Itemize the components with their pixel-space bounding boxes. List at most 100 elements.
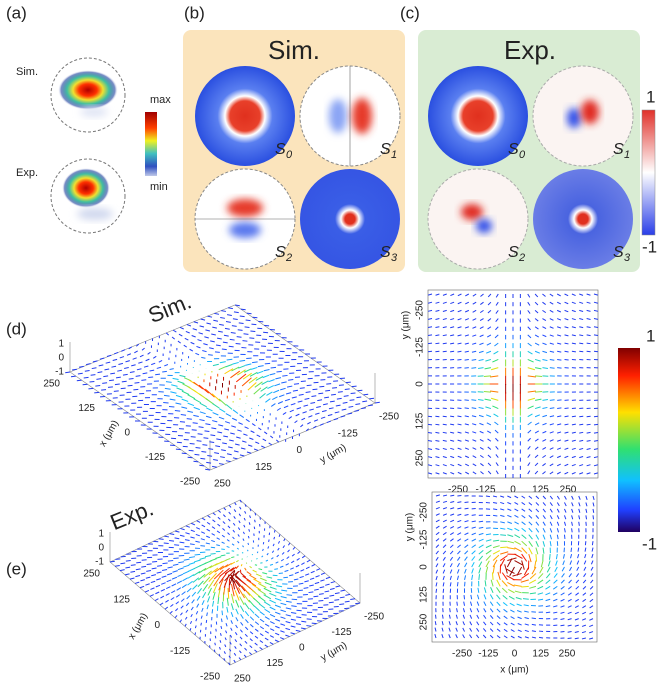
vector-arrow	[236, 625, 238, 628]
vector-arrow	[350, 400, 355, 401]
vector-arrow	[358, 390, 363, 391]
vector-arrow	[291, 403, 296, 404]
vector-arrow	[457, 582, 458, 586]
vector-arrow	[300, 388, 305, 389]
stokes-index: 1	[391, 149, 397, 161]
vector-arrow	[240, 637, 242, 639]
vector-arrow	[249, 575, 256, 579]
vector-arrow	[307, 560, 310, 562]
vector-arrow	[250, 639, 253, 641]
vector-arrow	[224, 429, 229, 430]
vector-arrow	[78, 373, 83, 374]
vector-arrow	[217, 538, 220, 540]
vector-arrow	[593, 515, 594, 519]
vector-arrow	[263, 375, 269, 377]
z-tick-label: 1	[98, 529, 104, 540]
panel-b: (b) Sim.	[183, 3, 405, 272]
vector-arrow	[227, 607, 228, 613]
stokes-index: 3	[391, 252, 398, 264]
vector-arrow	[140, 355, 144, 357]
vector-arrow	[221, 450, 226, 451]
vector-arrow	[316, 576, 320, 577]
vector-arrow	[313, 389, 318, 390]
vector-arrow	[286, 622, 291, 623]
vector-arrow	[170, 369, 174, 370]
vector-arrow	[226, 322, 231, 323]
vector-arrow	[202, 518, 205, 520]
vector-arrow	[267, 577, 273, 578]
vector-arrow	[178, 341, 181, 343]
vector-arrow	[145, 584, 149, 585]
vector-arrow	[210, 559, 217, 561]
x-tick-label: 250	[559, 649, 576, 660]
vector-arrow	[265, 638, 268, 640]
vector-arrow	[345, 594, 350, 595]
vector-arrow	[284, 539, 285, 541]
vector-arrow	[148, 377, 153, 378]
vector-arrow	[113, 359, 117, 360]
vector-arrow	[161, 583, 165, 585]
vector-arrow	[114, 352, 118, 353]
vector-arrow	[131, 565, 136, 566]
vector-arrow	[188, 457, 193, 458]
vector-arrow	[254, 388, 261, 394]
vector-arrow	[331, 394, 336, 395]
vector-arrow	[435, 615, 436, 619]
vector-arrow	[325, 390, 330, 391]
vector-arrow	[213, 364, 219, 365]
vector-arrow	[254, 449, 258, 450]
y-tick-label: 250	[214, 479, 231, 490]
vector-arrow	[190, 537, 194, 538]
vector-arrow	[535, 376, 542, 377]
vector-arrow	[171, 591, 175, 593]
vector-arrow	[223, 522, 225, 524]
vector-arrow	[244, 525, 245, 527]
vector-arrow	[238, 330, 243, 331]
vector-arrow	[486, 496, 490, 497]
vector-arrow	[175, 609, 177, 611]
vector-arrow	[269, 540, 270, 542]
vector-arrow	[236, 609, 238, 614]
vector-arrow	[190, 349, 193, 351]
vector-arrow	[160, 596, 164, 598]
vector-arrow	[220, 362, 226, 363]
vector-arrow	[141, 566, 146, 567]
y-tick-label: 125	[415, 412, 426, 429]
vector-arrow	[471, 400, 476, 401]
vector-arrow	[227, 454, 232, 455]
vector-arrow	[199, 427, 204, 428]
vector-arrow	[225, 328, 230, 329]
vector-arrow	[167, 580, 172, 582]
vector-arrow	[274, 530, 275, 532]
vector-arrow	[107, 355, 111, 356]
vector-arrow	[231, 557, 234, 558]
vector-arrow	[195, 541, 199, 542]
vector-arrow	[217, 432, 222, 433]
vector-arrow	[330, 401, 335, 402]
vector-arrow	[134, 383, 139, 384]
vector-arrow	[110, 373, 115, 374]
vector-arrow	[120, 563, 125, 564]
vector-arrow	[186, 526, 190, 527]
colorbar-label: -1	[642, 237, 657, 256]
vector-arrow	[300, 576, 304, 577]
vector-arrow	[200, 558, 206, 560]
vector-arrow	[572, 351, 576, 352]
vector-arrow	[85, 371, 90, 372]
vector-arrow	[206, 408, 212, 411]
vector-arrow	[130, 578, 134, 579]
vector-arrow	[162, 371, 167, 372]
vector-arrow	[241, 614, 244, 618]
vector-arrow	[122, 381, 127, 382]
x-tick-label: 250	[83, 569, 100, 580]
vector-arrow	[345, 389, 350, 390]
vector-arrow	[249, 529, 250, 531]
vector-arrow	[265, 582, 272, 585]
vector-arrow	[180, 528, 184, 529]
vector-arrow	[293, 547, 295, 549]
vector-arrow	[191, 614, 193, 617]
vector-arrow	[208, 588, 212, 595]
vector-arrow	[231, 620, 233, 623]
vector-arrow	[238, 423, 242, 425]
vector-arrow	[86, 364, 91, 365]
